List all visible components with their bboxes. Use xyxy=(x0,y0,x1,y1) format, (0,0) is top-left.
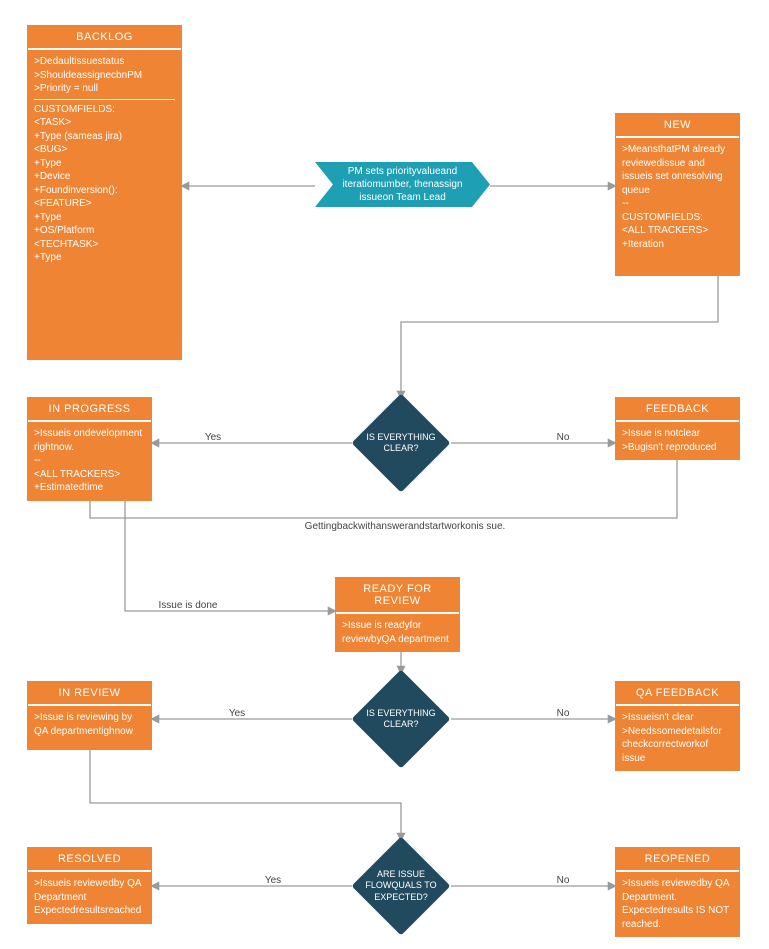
node-backlog-line: +Type xyxy=(34,251,175,265)
node-reopened-line: >Issueis reviewedby QA Department. Expec… xyxy=(622,877,733,931)
node-feedback-title: FEEDBACK xyxy=(616,398,739,422)
edge-new-to-d1 xyxy=(401,276,718,398)
node-qafeedback: QA FEEDBACK>Issueisn't clear>Needssomede… xyxy=(615,681,740,771)
node-new-title: NEW xyxy=(616,114,739,138)
decision-d1: IS EVERYTHING CLEAR? xyxy=(366,408,436,478)
node-reopened: REOPENED >Issueis reviewedby QA Departmen… xyxy=(615,847,740,937)
node-backlog-line: +Device xyxy=(34,170,175,184)
edge-label-no1: No xyxy=(548,432,578,443)
node-backlog-line: +Type (sameas jira) xyxy=(34,130,175,144)
node-qafeedback-title: QA FEEDBACK xyxy=(616,682,739,706)
node-backlog-line: <TASK> xyxy=(34,116,175,130)
node-backlog-line: <BUG> xyxy=(34,143,175,157)
node-readyforreview: READY FOR REVIEW >Issue is readyfor revie… xyxy=(335,577,460,652)
node-backlog-line: CUSTOMFIELDS: xyxy=(34,103,175,117)
node-reopened-title: REOPENED xyxy=(616,848,739,872)
edge-inreview-to-d3 xyxy=(90,750,401,840)
edge-label-no2: No xyxy=(548,708,578,719)
edge-label-issuedone: Issue is done xyxy=(158,600,218,611)
node-resolved-title: RESOLVED xyxy=(28,848,151,872)
node-inprogress-line: >Issueis ondevelopment rightnow. xyxy=(34,427,145,454)
node-inprogress-line: -- xyxy=(34,454,145,468)
node-new: NEW >MeansthatPM already reviewedissue an… xyxy=(615,113,740,276)
decision-d3-label: ARE ISSUE FLOWQUALS TO EXPECTED? xyxy=(346,851,456,921)
node-backlog-title: BACKLOG xyxy=(28,26,181,50)
node-backlog: BACKLOG>Dedaultissuestatus>Shouldeassign… xyxy=(27,25,182,360)
node-inprogress-title: IN PROGRESS xyxy=(28,398,151,422)
edge-label-yes2: Yes xyxy=(222,708,252,719)
node-inprogress-body: >Issueis ondevelopment rightnow.--<ALL T… xyxy=(28,422,151,500)
node-new-body: >MeansthatPM already reviewedissue and i… xyxy=(616,138,739,256)
node-inprogress-line: +Estimatedtime xyxy=(34,481,145,495)
decision-d2-label: IS EVERYTHING CLEAR? xyxy=(346,684,456,754)
node-inreview-body: >Issue is reviewing by QA departmentighn… xyxy=(28,706,151,743)
node-backlog-line: +OS/Platform xyxy=(34,224,175,238)
node-new-line: <ALL TRACKERS> xyxy=(622,224,733,238)
node-backlog-line: >Dedaultissuestatus xyxy=(34,55,175,69)
node-inreview: IN REVIEW >Issue is reviewing by QA depar… xyxy=(27,681,152,750)
node-resolved-body: >Issueis reviewedby QA Department Expect… xyxy=(28,872,151,923)
node-new-line: CUSTOMFIELDS: xyxy=(622,211,733,225)
node-new-line: +Iteration xyxy=(622,238,733,252)
node-new-line: -- xyxy=(622,197,733,211)
decision-d3: ARE ISSUE FLOWQUALS TO EXPECTED? xyxy=(366,851,436,921)
node-feedback-body: >Issue is notclear>Bugisn't reproduced xyxy=(616,422,739,459)
decision-d1-label: IS EVERYTHING CLEAR? xyxy=(346,408,456,478)
node-reopened-body: >Issueis reviewedby QA Department. Expec… xyxy=(616,872,739,936)
node-feedback: FEEDBACK>Issue is notclear>Bugisn't repr… xyxy=(615,397,740,460)
node-readyforreview-title: READY FOR REVIEW xyxy=(336,578,459,614)
node-backlog-line: >ShouldeassignecbnPM xyxy=(34,69,175,83)
node-backlog-line: >Priority = null xyxy=(34,82,175,96)
node-backlog-line: +Foundinversion(): xyxy=(34,184,175,198)
node-backlog-body: >Dedaultissuestatus>ShouldeassignecbnPM>… xyxy=(28,50,181,270)
node-inprogress: IN PROGRESS>Issueis ondevelopment rightn… xyxy=(27,397,152,501)
decision-d2: IS EVERYTHING CLEAR? xyxy=(366,684,436,754)
node-backlog-line: +Type xyxy=(34,211,175,225)
edge-label-getback: Gettingbackwithanswerandstartworkonis su… xyxy=(280,521,530,532)
node-backlog-line: +Type xyxy=(34,157,175,171)
node-new-line: >MeansthatPM already reviewedissue and i… xyxy=(622,143,733,197)
node-qafeedback-line: >Needssomedetailsfor checkcorrectworkof … xyxy=(622,725,733,766)
node-inprogress-line: <ALL TRACKERS> xyxy=(34,468,145,482)
edge-label-no3: No xyxy=(548,875,578,886)
pm-signal-label: PM sets priorityvalueand iteratiomumber,… xyxy=(315,162,490,207)
node-inreview-line: >Issue is reviewing by QA departmentighn… xyxy=(34,711,145,738)
node-qafeedback-line: >Issueisn't clear xyxy=(622,711,733,725)
node-readyforreview-body: >Issue is readyfor reviewbyQA department xyxy=(336,614,459,651)
node-readyforreview-line: >Issue is readyfor reviewbyQA department xyxy=(342,619,453,646)
node-resolved-line: >Issueis reviewedby QA Department Expect… xyxy=(34,877,145,918)
node-backlog-line: <FEATURE> xyxy=(34,197,175,211)
node-backlog-line: <TECHTASK> xyxy=(34,238,175,252)
edge-label-yes3: Yes xyxy=(258,875,288,886)
edge-inprogress-to-readyreview xyxy=(125,492,335,611)
node-feedback-line: >Bugisn't reproduced xyxy=(622,441,733,455)
node-feedback-line: >Issue is notclear xyxy=(622,427,733,441)
node-inreview-title: IN REVIEW xyxy=(28,682,151,706)
node-resolved: RESOLVED >Issueis reviewedby QA Departmen… xyxy=(27,847,152,924)
edge-label-yes1: Yes xyxy=(198,432,228,443)
node-qafeedback-body: >Issueisn't clear>Needssomedetailsfor ch… xyxy=(616,706,739,770)
